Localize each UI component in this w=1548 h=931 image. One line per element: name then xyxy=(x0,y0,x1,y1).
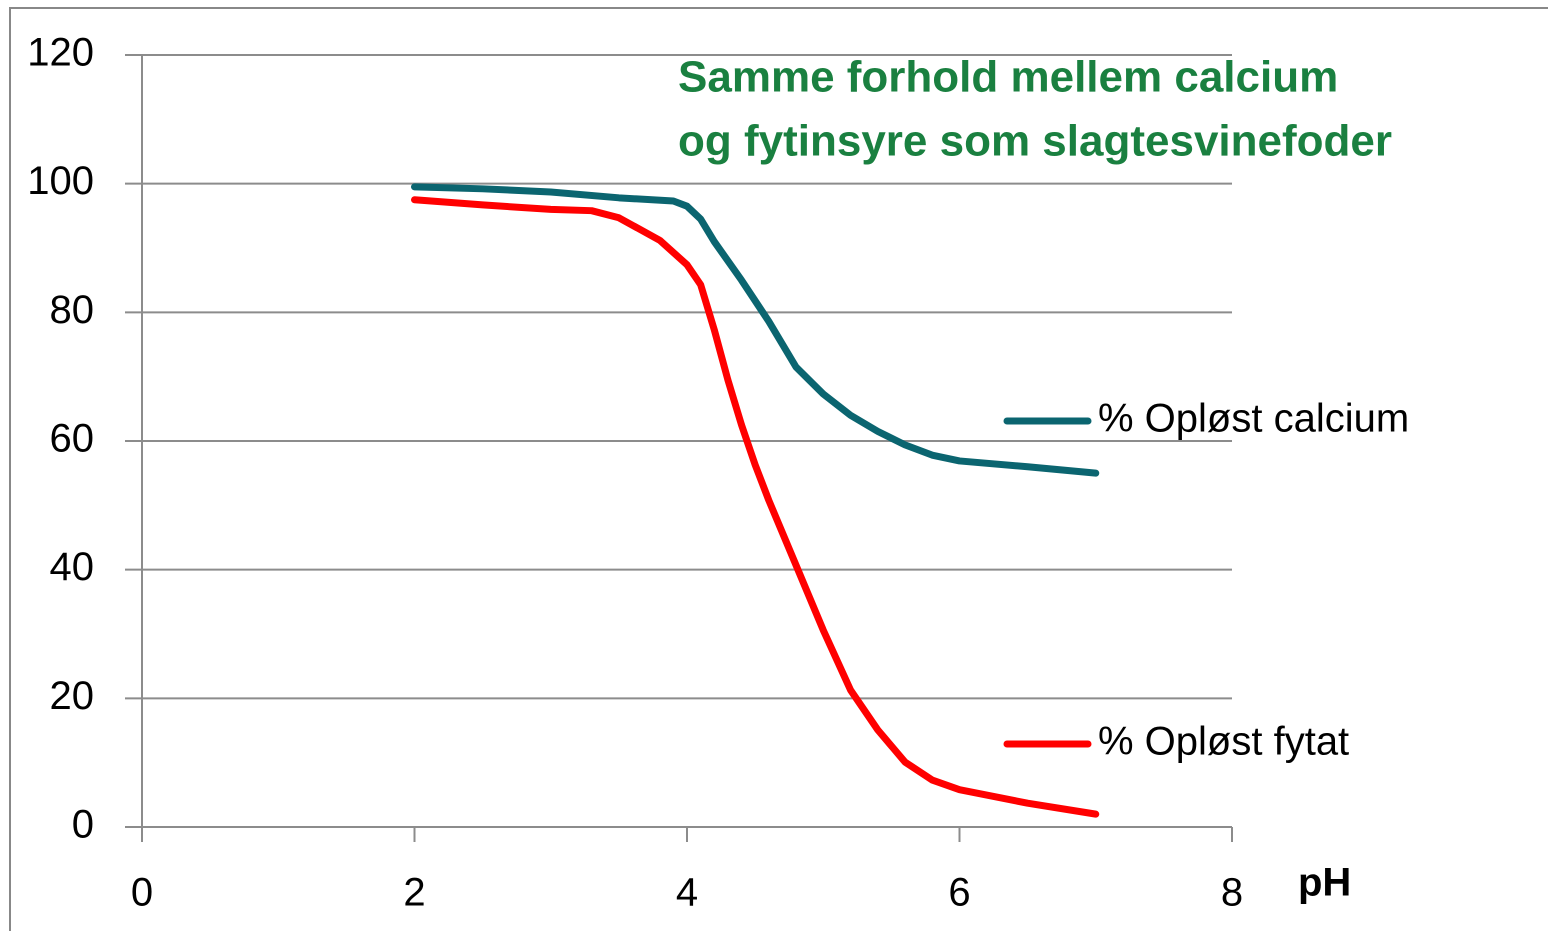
x-tick-label: 0 xyxy=(131,871,153,915)
x-tick-label: 4 xyxy=(676,871,698,915)
series-line xyxy=(411,183,1100,477)
x-tick-label: 8 xyxy=(1221,871,1243,915)
x-axis-label: pH xyxy=(1298,861,1351,905)
chart-title: Samme forhold mellem calcium xyxy=(678,53,1338,102)
chart-title: og fytinsyre som slagtesvinefoder xyxy=(678,117,1392,166)
legend-label: % Opløst fytat xyxy=(1098,720,1349,764)
y-tick-label: 100 xyxy=(27,159,94,203)
x-tick-label: 2 xyxy=(403,871,425,915)
chart-frame xyxy=(9,7,1548,931)
y-tick-label: 0 xyxy=(72,803,94,847)
y-tick-label: 120 xyxy=(27,31,94,75)
y-tick-label: 80 xyxy=(50,288,95,332)
x-tick-label: 6 xyxy=(948,871,970,915)
series-line xyxy=(411,196,1100,818)
legend-label: % Opløst calcium xyxy=(1098,397,1409,441)
y-tick-label: 60 xyxy=(50,417,95,461)
y-tick-label: 40 xyxy=(50,545,95,589)
y-tick-label: 20 xyxy=(50,674,95,718)
